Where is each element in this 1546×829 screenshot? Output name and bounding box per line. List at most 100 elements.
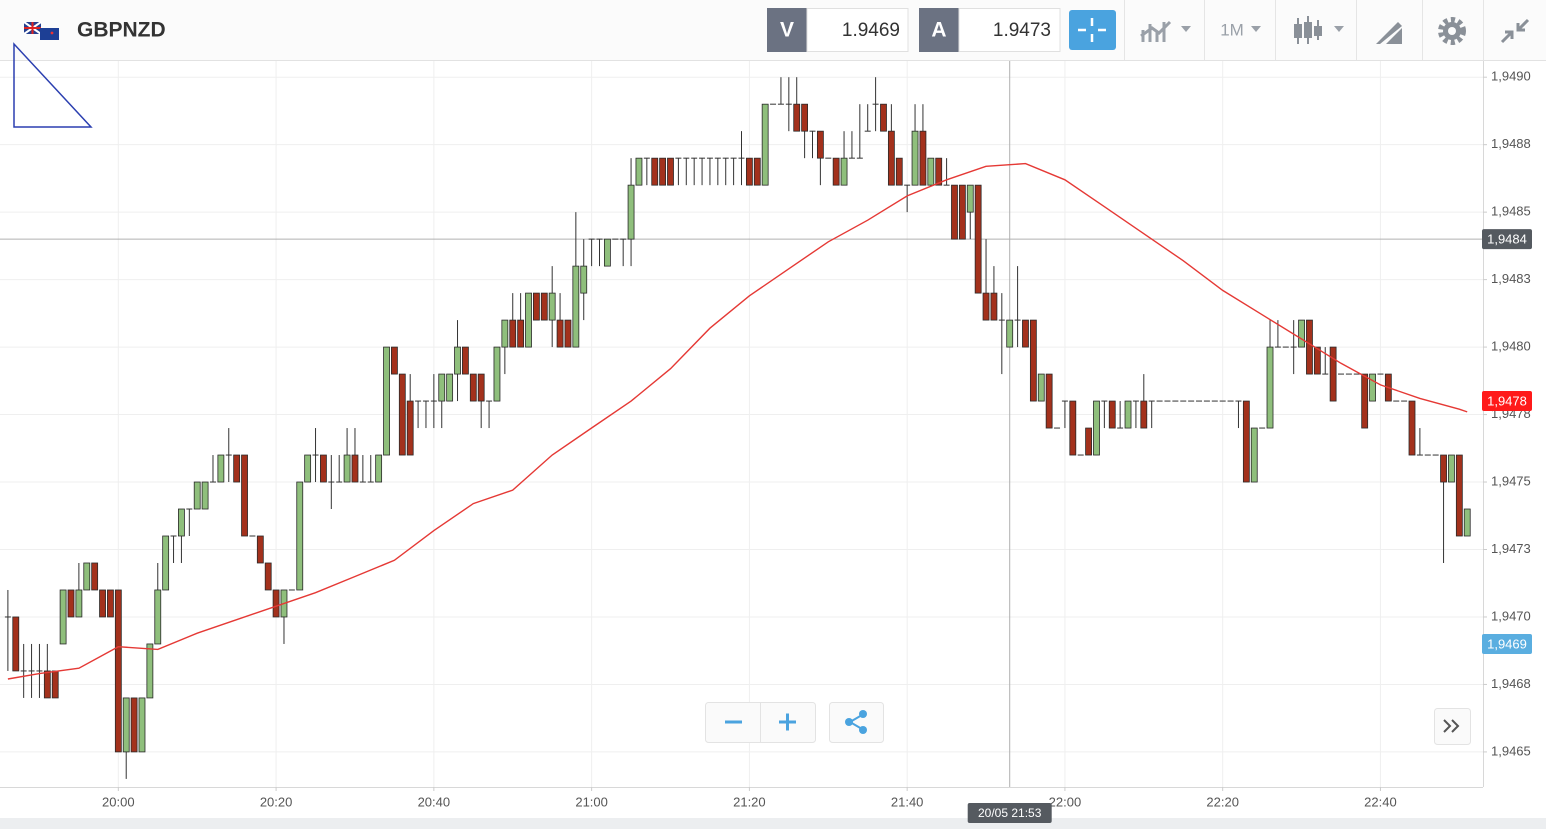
candle-body bbox=[1006, 319, 1014, 348]
flag bbox=[23, 21, 59, 40]
price-badge-label: 1,9484 bbox=[1487, 232, 1527, 247]
crosshair-button-bg[interactable] bbox=[1069, 10, 1116, 50]
sell-button[interactable]: V 1.9469 bbox=[767, 8, 909, 52]
candle-body bbox=[1455, 454, 1463, 537]
candle-body bbox=[1227, 400, 1234, 402]
chart-type-button[interactable] bbox=[1294, 16, 1344, 44]
candle-body bbox=[548, 292, 556, 321]
dropdown-arrow[interactable] bbox=[1251, 26, 1261, 32]
dropdown-arrow[interactable] bbox=[1181, 26, 1191, 32]
crosshair-icon[interactable] bbox=[1078, 18, 1106, 42]
zoom-in[interactable] bbox=[779, 713, 796, 731]
candle-body bbox=[367, 481, 374, 483]
share-icon-dot[interactable] bbox=[845, 718, 853, 726]
y-tick-label: 1,9470 bbox=[1491, 608, 1531, 623]
candle-body bbox=[312, 454, 319, 456]
candle-body bbox=[675, 157, 682, 159]
indicator-button[interactable] bbox=[1140, 20, 1191, 42]
x-tick-label: 20:40 bbox=[418, 794, 451, 809]
candle-body bbox=[51, 670, 59, 699]
candle-body bbox=[114, 589, 122, 753]
candle-body bbox=[1211, 400, 1218, 402]
candle-body bbox=[1069, 400, 1077, 456]
gear-hole[interactable] bbox=[1448, 27, 1456, 35]
candle-body bbox=[343, 454, 351, 483]
candle-body bbox=[706, 157, 713, 159]
candle-body bbox=[880, 103, 887, 132]
buy-label-box[interactable] bbox=[919, 8, 959, 52]
candle-body bbox=[225, 454, 232, 456]
candle-body bbox=[1322, 373, 1329, 375]
settings-button[interactable] bbox=[1438, 17, 1466, 45]
timeframe-button[interactable]: 1M bbox=[1220, 20, 1261, 39]
buy-button[interactable]: A 1.9473 bbox=[919, 8, 1061, 52]
draw-button[interactable] bbox=[1376, 22, 1402, 44]
y-tick-label: 1,9488 bbox=[1491, 136, 1531, 151]
candle-body bbox=[1424, 454, 1431, 456]
candle-body bbox=[1172, 400, 1179, 402]
share-button[interactable] bbox=[829, 702, 884, 743]
y-tick-label: 1,9468 bbox=[1491, 676, 1531, 691]
candle-body bbox=[1401, 400, 1408, 402]
candle-body bbox=[509, 319, 517, 348]
candle-body bbox=[398, 373, 406, 456]
candle-body bbox=[1448, 454, 1455, 483]
scroll-end-icon[interactable] bbox=[1443, 719, 1460, 733]
sell-label[interactable]: V bbox=[780, 19, 794, 42]
candle-body bbox=[627, 184, 635, 240]
candle-body bbox=[770, 103, 777, 105]
collapse-button[interactable] bbox=[1500, 18, 1530, 44]
candle-icon[interactable] bbox=[1294, 24, 1302, 38]
candle-body bbox=[28, 670, 35, 672]
share-icon-dot[interactable] bbox=[859, 726, 867, 734]
candle-body bbox=[1361, 373, 1369, 429]
candle-body bbox=[745, 157, 753, 186]
draw-icon[interactable] bbox=[1376, 22, 1402, 44]
sell-label-box[interactable] bbox=[767, 8, 807, 52]
candle-body bbox=[1369, 373, 1376, 402]
scroll-end-box[interactable] bbox=[1434, 708, 1471, 745]
candle-body bbox=[809, 130, 816, 132]
candle-body bbox=[603, 238, 611, 267]
candle-body bbox=[659, 157, 667, 186]
buy-price[interactable]: 1.9473 bbox=[993, 20, 1051, 41]
gear-teeth[interactable] bbox=[1438, 17, 1466, 45]
candle-body bbox=[816, 130, 824, 159]
candle-body bbox=[1219, 400, 1226, 402]
dropdown-arrow[interactable] bbox=[1334, 26, 1344, 32]
buy-price-box[interactable] bbox=[958, 8, 1061, 52]
candle-body bbox=[359, 481, 366, 483]
candle-body bbox=[83, 562, 91, 591]
candle-body bbox=[154, 589, 162, 645]
candle-body bbox=[872, 103, 879, 105]
candle-body bbox=[1014, 319, 1021, 321]
scroll-end-button[interactable] bbox=[1434, 708, 1471, 745]
candle-body bbox=[264, 562, 272, 591]
candle-body bbox=[107, 589, 114, 618]
candle-body bbox=[272, 589, 280, 618]
candle-icon[interactable] bbox=[1314, 26, 1322, 36]
x-tick-label: 22:20 bbox=[1206, 794, 1239, 809]
candle-body bbox=[525, 292, 532, 348]
candle-body bbox=[336, 481, 343, 483]
sell-price[interactable]: 1.9469 bbox=[842, 20, 900, 41]
sell-price-box[interactable] bbox=[806, 8, 909, 52]
crosshair-button[interactable] bbox=[1069, 10, 1116, 50]
price-badge-label: 1,9478 bbox=[1487, 393, 1527, 408]
candle-body bbox=[1037, 373, 1045, 402]
candle-body bbox=[1132, 400, 1139, 402]
candle-body bbox=[793, 103, 801, 132]
y-tick-label: 1,9483 bbox=[1491, 271, 1531, 286]
indicator-icon[interactable] bbox=[1140, 20, 1172, 42]
candle-body bbox=[209, 481, 216, 483]
moving-average-line bbox=[7, 162, 1468, 680]
share-icon-dot[interactable] bbox=[859, 710, 867, 718]
candle-body bbox=[564, 319, 572, 348]
candle-body bbox=[288, 589, 295, 591]
candle-icon[interactable] bbox=[1304, 22, 1312, 38]
buy-label[interactable]: A bbox=[931, 19, 946, 42]
collapse-icon[interactable] bbox=[1500, 18, 1530, 44]
candle-body bbox=[612, 238, 619, 240]
y-tick-label: 1,9473 bbox=[1491, 541, 1531, 556]
timeframe[interactable]: 1M bbox=[1220, 20, 1244, 39]
